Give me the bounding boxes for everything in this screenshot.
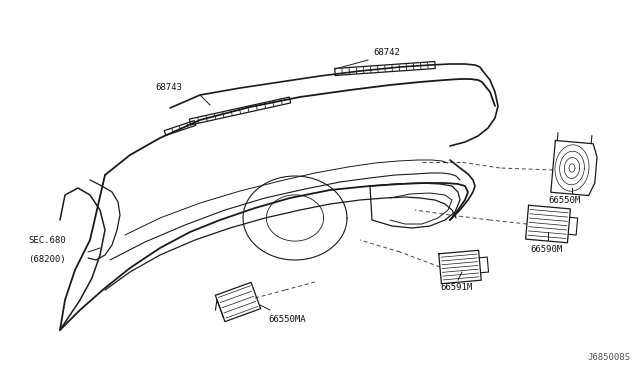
Text: SEC.680: SEC.680 [28,236,66,245]
Text: 68743: 68743 [155,83,182,92]
Text: 66550MA: 66550MA [268,315,306,324]
Text: 66590M: 66590M [530,245,563,254]
Text: (68200): (68200) [28,255,66,264]
Text: 66591M: 66591M [440,283,472,292]
Text: 66550M: 66550M [548,196,580,205]
Text: J685008S: J685008S [587,353,630,362]
Text: 68742: 68742 [373,48,400,57]
